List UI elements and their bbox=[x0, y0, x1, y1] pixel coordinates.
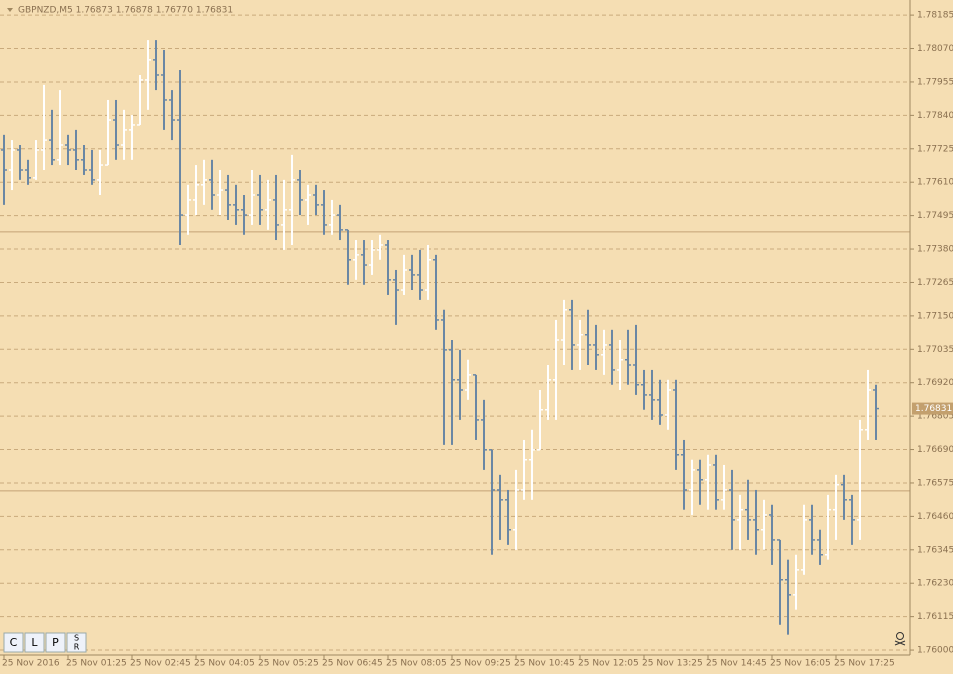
x-tick-label: 25 Nov 05:25 bbox=[258, 659, 319, 669]
x-tick-label: 25 Nov 04:05 bbox=[194, 659, 255, 669]
y-tick-label: 1.78185 bbox=[917, 11, 953, 21]
y-tick-label: 1.76805 bbox=[917, 412, 953, 422]
panel-button[interactable]: P bbox=[45, 632, 66, 653]
icon-bones bbox=[894, 640, 906, 646]
x-tick-label: 25 Nov 17:25 bbox=[834, 659, 895, 669]
x-tick-label: 25 Nov 02:45 bbox=[130, 659, 191, 669]
panel-button[interactable]: SR bbox=[66, 632, 87, 653]
y-tick-label: 1.77955 bbox=[917, 77, 953, 87]
y-tick-label: 1.77840 bbox=[917, 111, 953, 121]
x-tick-label: 25 Nov 16:05 bbox=[770, 659, 831, 669]
button-box bbox=[3, 632, 24, 653]
y-tick-label: 1.77610 bbox=[917, 178, 953, 188]
x-tick-label: 25 Nov 08:05 bbox=[386, 659, 447, 669]
y-tick-label: 1.77035 bbox=[917, 345, 953, 355]
icon-head bbox=[896, 632, 904, 640]
x-tick-label: 25 Nov 12:05 bbox=[578, 659, 639, 669]
x-tick-label: 25 Nov 09:25 bbox=[450, 659, 511, 669]
y-tick-label: 1.76230 bbox=[917, 579, 953, 589]
last-price-box bbox=[912, 402, 953, 415]
grid bbox=[0, 14, 914, 651]
y-tick-label: 1.76115 bbox=[917, 612, 953, 622]
x-tick-label: 25 Nov 10:45 bbox=[514, 659, 575, 669]
button-box bbox=[24, 632, 45, 653]
y-tick-label: 1.76575 bbox=[917, 478, 953, 488]
panel-button[interactable]: C bbox=[3, 632, 24, 653]
bars bbox=[1, 40, 879, 635]
y-tick-label: 1.77380 bbox=[917, 245, 953, 255]
y-tick-label: 1.76345 bbox=[917, 545, 953, 555]
button-box bbox=[45, 632, 66, 653]
button-box bbox=[66, 632, 87, 653]
y-tick-label: 1.77150 bbox=[917, 311, 953, 321]
y-tick-label: 1.77725 bbox=[917, 144, 953, 154]
y-tick-label: 1.76460 bbox=[917, 512, 953, 522]
button-label: S bbox=[74, 634, 79, 643]
y-tick-label: 1.77495 bbox=[917, 211, 953, 221]
button-label: L bbox=[31, 636, 38, 649]
x-tick-label: 25 Nov 06:45 bbox=[322, 659, 383, 669]
x-tick-label: 25 Nov 14:45 bbox=[706, 659, 767, 669]
y-tick-label: 1.77265 bbox=[917, 278, 953, 288]
panel-button[interactable]: L bbox=[24, 632, 45, 653]
y-tick-label: 1.78070 bbox=[917, 44, 953, 54]
chart-title: GBPNZD,M5 1.76873 1.76878 1.76770 1.7683… bbox=[18, 6, 233, 16]
x-tick-label: 25 Nov 01:25 bbox=[66, 659, 127, 669]
close-all-icon[interactable] bbox=[894, 632, 906, 646]
y-tick-label: 1.76920 bbox=[917, 378, 953, 388]
y-tick-label: 1.76000 bbox=[917, 646, 953, 656]
y-tick-label: 1.76690 bbox=[917, 445, 953, 455]
x-tick-label: 25 Nov 13:25 bbox=[642, 659, 703, 669]
button-label: P bbox=[52, 636, 59, 649]
button-label: R bbox=[74, 643, 80, 652]
title-arrow bbox=[7, 8, 13, 12]
x-tick-label: 25 Nov 2016 bbox=[2, 659, 60, 669]
button-label: C bbox=[10, 636, 18, 649]
last-price-label: 1.76831 bbox=[915, 404, 952, 414]
